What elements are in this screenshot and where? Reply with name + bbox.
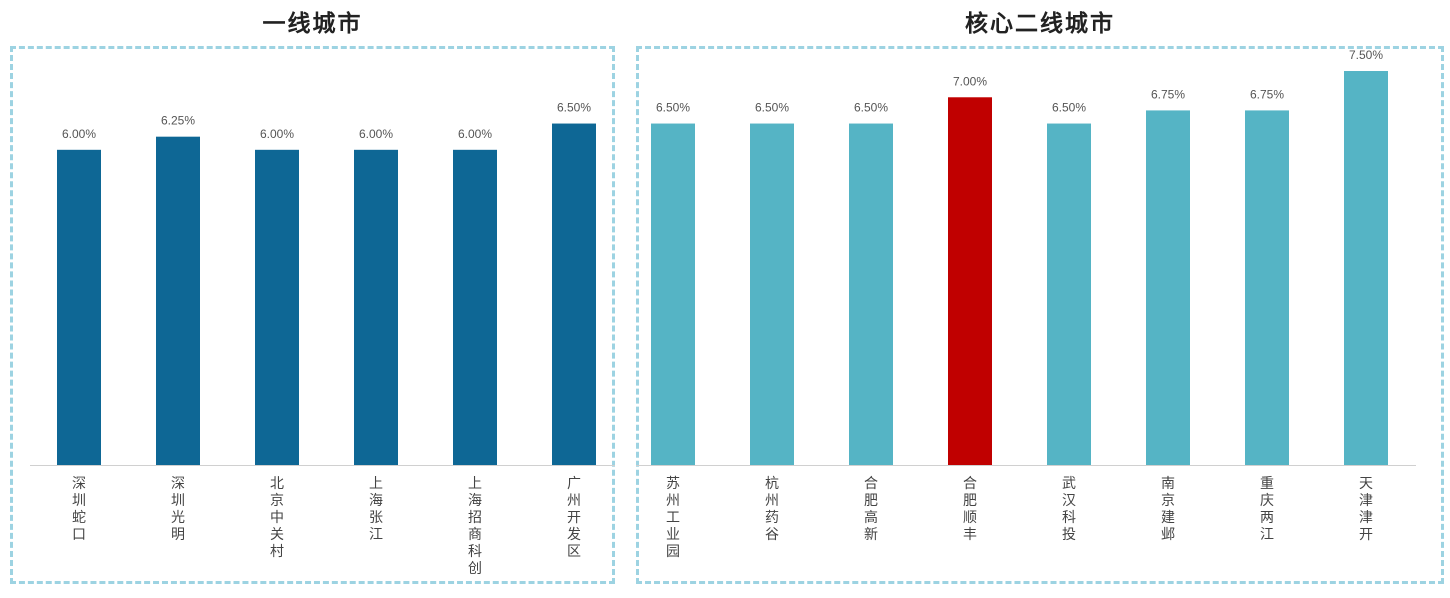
data-label-2-3: 6.50%	[854, 101, 888, 115]
bar-1-5	[453, 149, 497, 465]
category-label-1-4: 上海张江	[369, 476, 383, 543]
tier2-panel	[636, 46, 1444, 584]
data-label-1-3: 6.00%	[260, 127, 294, 141]
bar-2-2	[750, 123, 794, 465]
category-label-2-4: 合肥顺丰	[963, 476, 977, 543]
bar-2-3	[849, 123, 893, 465]
category-label-2-7: 重庆两江	[1260, 476, 1274, 543]
bar-1-2	[156, 136, 200, 465]
chart-title-tier1: 一线城市	[262, 11, 363, 37]
bar-2-4	[948, 97, 992, 466]
data-label-2-1: 6.50%	[656, 101, 690, 115]
category-label-1-5: 上海招商科创	[468, 476, 482, 577]
data-label-1-2: 6.25%	[161, 114, 195, 128]
category-label-2-2: 杭州药谷	[765, 476, 779, 543]
category-label-2-1: 苏州工业园	[666, 476, 680, 560]
bar-2-7	[1245, 110, 1289, 466]
category-label-2-6: 南京建邺	[1161, 476, 1175, 543]
data-label-2-2: 6.50%	[755, 101, 789, 115]
data-label-1-1: 6.00%	[62, 127, 96, 141]
data-label-2-5: 6.50%	[1052, 101, 1086, 115]
category-label-1-1: 深圳蛇口	[72, 476, 86, 543]
category-label-2-8: 天津津开	[1359, 476, 1373, 543]
data-label-2-8: 7.50%	[1349, 48, 1383, 62]
category-label-2-3: 合肥高新	[864, 476, 878, 543]
bar-2-1	[651, 123, 695, 465]
category-label-1-6: 广州开发区	[567, 476, 581, 560]
data-label-2-7: 6.75%	[1250, 87, 1284, 101]
bar-2-6	[1146, 110, 1190, 466]
data-label-2-4: 7.00%	[953, 74, 987, 88]
data-label-1-4: 6.00%	[359, 127, 393, 141]
bar-1-4	[354, 149, 398, 465]
bar-1-3	[255, 149, 299, 465]
data-label-2-6: 6.75%	[1151, 87, 1185, 101]
data-label-1-5: 6.00%	[458, 127, 492, 141]
bar-1-1	[57, 149, 101, 465]
bar-2-8	[1344, 71, 1388, 465]
tier1-panel	[10, 46, 615, 584]
category-label-1-3: 北京中关村	[270, 476, 284, 560]
category-label-1-2: 深圳光明	[171, 476, 185, 543]
bar-1-6	[552, 123, 596, 465]
data-label-1-6: 6.50%	[557, 101, 591, 115]
category-label-2-5: 武汉科投	[1062, 476, 1076, 543]
chart-title-tier2: 核心二线城市	[965, 11, 1115, 37]
bar-2-5	[1047, 123, 1091, 465]
